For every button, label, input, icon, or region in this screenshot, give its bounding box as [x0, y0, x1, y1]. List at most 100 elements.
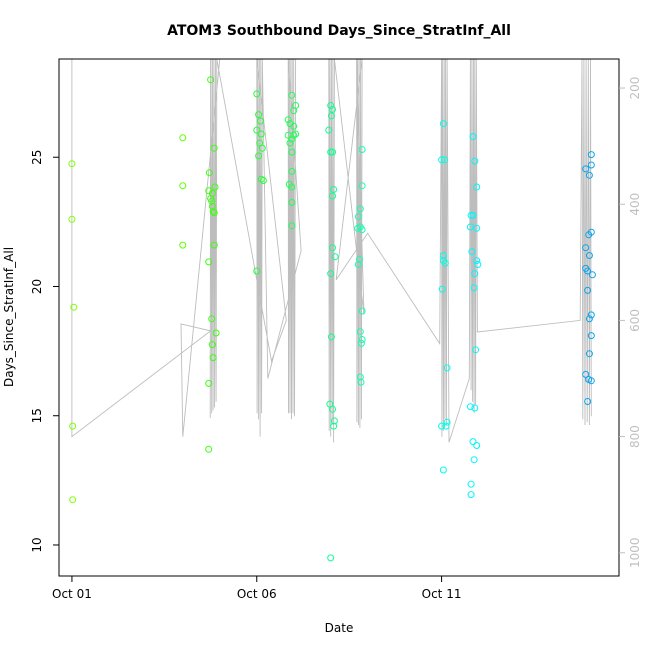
data-point: [587, 377, 595, 385]
y-axis: 10 15 20 25: [30, 150, 59, 553]
data-point: [441, 156, 448, 164]
data-point: [582, 244, 590, 252]
data-point: [441, 259, 449, 267]
data-point: [470, 456, 478, 464]
data-point: [467, 480, 475, 488]
data-point: [469, 211, 477, 219]
data-point: [208, 315, 216, 323]
data-point: [210, 144, 218, 152]
y-axis-right: 200 400 600 800 1000: [619, 77, 642, 568]
data-point: [329, 244, 336, 252]
data-point: [585, 231, 593, 239]
data-point: [467, 491, 475, 499]
data-point: [209, 208, 217, 215]
data-point: [471, 404, 479, 412]
data-point: [327, 554, 335, 562]
data-point: [209, 354, 217, 362]
data-point: [179, 134, 187, 142]
data-point: [358, 307, 366, 315]
data-point: [474, 261, 482, 268]
data-point: [211, 183, 219, 191]
y-tick-label: 25: [30, 150, 44, 165]
data-point: [329, 405, 336, 413]
data-point: [327, 112, 335, 120]
data-point: [438, 422, 446, 430]
data-point: [253, 90, 261, 98]
data-point: [354, 213, 362, 221]
data-point: [259, 177, 267, 184]
data-point: [205, 258, 213, 266]
data-point: [290, 131, 298, 139]
data-point: [288, 91, 296, 99]
data-point: [208, 189, 216, 197]
data-point: [329, 105, 336, 113]
data-point: [288, 222, 296, 230]
data-point: [210, 209, 218, 217]
data-point: [468, 248, 476, 256]
data-point: [473, 442, 481, 449]
data-point: [587, 311, 595, 319]
y-right-tick-label: 800: [628, 425, 642, 448]
data-point: [330, 417, 338, 425]
data-point: [358, 226, 366, 234]
y-right-tick-label: 600: [628, 309, 642, 332]
data-point: [327, 333, 335, 341]
data-point: [210, 241, 218, 249]
data-point: [69, 422, 77, 430]
data-point: [288, 148, 296, 156]
pressure-line-layer: [71, 59, 592, 443]
data-point: [585, 350, 593, 358]
data-point: [208, 197, 216, 205]
data-point: [473, 257, 481, 265]
data-point: [587, 161, 595, 169]
data-point: [588, 271, 596, 279]
data-point: [585, 315, 593, 323]
data-point: [585, 171, 593, 179]
data-point: [255, 152, 263, 160]
data-point: [467, 211, 475, 219]
data-point: [442, 422, 450, 430]
data-point: [439, 120, 447, 128]
data-point: [356, 255, 363, 263]
data-point: [325, 126, 333, 134]
x-tick-label: Oct 01: [52, 587, 92, 601]
data-point: [288, 135, 296, 143]
data-point: [292, 102, 300, 109]
data-point: [292, 130, 300, 138]
data-point: [253, 126, 261, 134]
data-point: [356, 328, 364, 336]
data-point: [257, 117, 264, 125]
y-axis-label: Days_Since_StratInf_All: [2, 247, 16, 387]
data-point: [358, 336, 366, 343]
data-point: [443, 418, 451, 426]
data-point: [439, 252, 447, 259]
y-tick-label: 15: [30, 408, 44, 423]
data-point: [587, 151, 595, 159]
data-point: [288, 167, 296, 175]
data-point: [473, 183, 481, 191]
x-tick-label: Oct 11: [422, 587, 462, 601]
data-point: [469, 133, 477, 141]
data-point: [329, 192, 336, 200]
x-axis: Oct 01 Oct 06 Oct 11: [52, 576, 461, 601]
data-point: [330, 186, 338, 193]
data-point: [255, 111, 263, 119]
data-point: [582, 165, 590, 173]
data-point: [70, 303, 78, 311]
data-point: [582, 370, 590, 378]
y-right-tick-label: 400: [628, 193, 642, 216]
data-point: [356, 373, 364, 381]
data-point: [585, 252, 593, 259]
data-point: [473, 224, 481, 232]
data-point: [584, 267, 592, 275]
data-point: [205, 445, 213, 453]
data-point: [208, 202, 216, 210]
data-point: [253, 267, 261, 275]
data-point: [179, 182, 187, 190]
data-point: [68, 160, 76, 168]
data-points-layer: [68, 76, 596, 562]
data-point: [205, 379, 213, 387]
data-point: [257, 130, 265, 138]
